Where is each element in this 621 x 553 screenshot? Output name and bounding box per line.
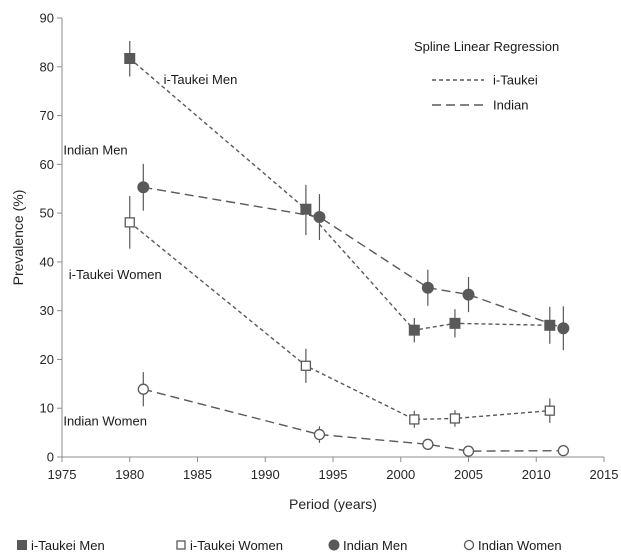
data-point <box>313 428 326 441</box>
legend-marker <box>328 539 340 551</box>
legend-marker <box>176 540 186 550</box>
y-axis-title: Prevalence (%) <box>10 190 26 286</box>
data-point <box>557 445 569 457</box>
series-annotation: i-Taukei Men <box>164 72 238 87</box>
regression-lines <box>129 57 564 452</box>
data-point <box>449 413 461 424</box>
data-point <box>422 438 434 450</box>
y-tick-label: 80 <box>40 59 54 74</box>
y-tick-label: 0 <box>47 450 54 465</box>
data-point <box>557 322 570 335</box>
data-point <box>137 181 150 194</box>
data-point <box>544 319 556 331</box>
y-tick-label: 20 <box>40 352 54 367</box>
data-point <box>300 360 312 371</box>
y-tick-label: 40 <box>40 254 54 269</box>
legend-marker <box>17 540 27 550</box>
data-point <box>449 317 461 329</box>
legend-label: Indian Men <box>343 538 407 553</box>
series-annotation: Indian Men <box>63 143 127 158</box>
legend-marker <box>463 539 475 551</box>
legend-label: i-Taukei Women <box>190 538 283 553</box>
data-markers <box>124 52 570 457</box>
x-tick-label: 2010 <box>522 467 551 482</box>
regression-legend-title: Spline Linear Regression <box>414 39 559 54</box>
y-tick-label: 70 <box>40 108 54 123</box>
series-line <box>129 57 550 331</box>
series-line <box>129 221 550 421</box>
x-tick-label: 1990 <box>251 467 280 482</box>
data-point <box>300 203 312 215</box>
legend-label: Indian Women <box>478 538 562 553</box>
x-tick-label: 1985 <box>183 467 212 482</box>
x-tick-label: 2000 <box>386 467 415 482</box>
data-point <box>313 211 326 224</box>
data-point <box>408 324 420 336</box>
data-point <box>544 405 555 416</box>
legend-label: i-Taukei Men <box>31 538 105 553</box>
axes: 0 10 20 30 40 50 60 70 80 90 1975 1980 1985 1990 1995 2… <box>40 11 619 483</box>
y-tick-label: 60 <box>40 157 54 172</box>
legend: Spline Linear Regression i-Taukei Indian i-… <box>17 39 562 553</box>
chart-text: Period (years) Prevalence (%) i-Taukei Men… <box>10 72 377 512</box>
x-tick-label: 1980 <box>115 467 144 482</box>
data-point <box>409 414 420 425</box>
y-tick-label: 30 <box>40 303 54 318</box>
data-point <box>124 217 135 228</box>
y-tick-label: 50 <box>40 206 54 221</box>
regression-legend-label: Indian <box>493 98 528 113</box>
data-point <box>421 281 434 294</box>
x-tick-label: 1975 <box>48 467 77 482</box>
data-point <box>124 52 136 64</box>
data-point <box>137 383 149 395</box>
series-annotation: i-Taukei Women <box>69 267 162 282</box>
data-point <box>462 445 475 457</box>
regression-legend-label: i-Taukei <box>493 73 538 88</box>
y-tick-label: 90 <box>40 11 54 26</box>
x-tick-label: 2015 <box>590 467 619 482</box>
x-tick-label: 2005 <box>454 467 483 482</box>
x-axis-title: Period (years) <box>289 496 377 512</box>
series-line <box>143 388 564 452</box>
x-tick-label: 1995 <box>319 467 348 482</box>
y-tick-label: 10 <box>40 401 54 416</box>
series-annotation: Indian Women <box>63 413 147 428</box>
data-point <box>462 288 475 301</box>
series-line <box>143 186 564 329</box>
